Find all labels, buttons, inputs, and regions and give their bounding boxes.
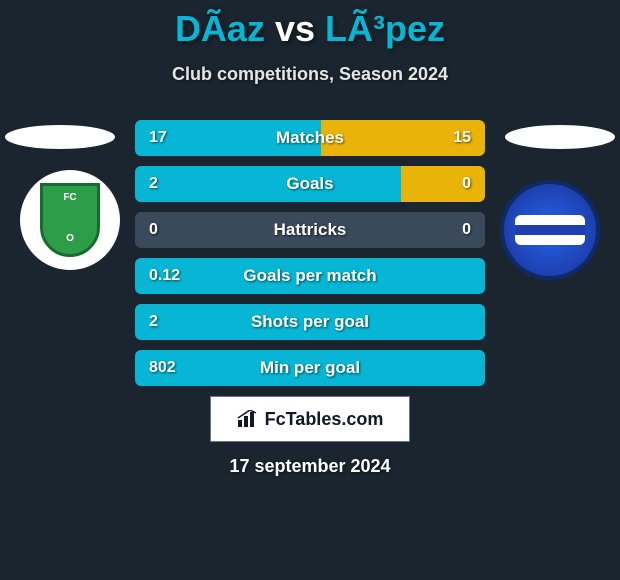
comparison-title: DÃ­az vs LÃ³pez [0,0,620,50]
club-badge-left [20,170,120,270]
stat-label: Matches [135,120,485,156]
stat-row: 1715Matches [135,120,485,156]
player2-avatar-placeholder [505,125,615,149]
subtitle: Club competitions, Season 2024 [0,64,620,85]
stat-row: 2Shots per goal [135,304,485,340]
brand-chart-icon [237,410,259,428]
club-shield-left [40,183,100,257]
player1-name: DÃ­az [175,8,265,49]
stat-label: Min per goal [135,350,485,386]
club-shield-right [515,215,585,245]
stat-row: 20Goals [135,166,485,202]
stat-row: 00Hattricks [135,212,485,248]
stat-row: 802Min per goal [135,350,485,386]
stat-row: 0.12Goals per match [135,258,485,294]
stat-label: Shots per goal [135,304,485,340]
stat-label: Goals per match [135,258,485,294]
date-line: 17 september 2024 [0,456,620,477]
vs-text: vs [275,8,315,49]
brand-watermark: FcTables.com [210,396,410,442]
player1-avatar-placeholder [5,125,115,149]
stat-label: Goals [135,166,485,202]
stats-container: 1715Matches 20Goals 00Hattricks 0.12Goals p… [135,120,485,396]
club-badge-right [500,180,600,280]
brand-text: FcTables.com [265,409,384,430]
stat-label: Hattricks [135,212,485,248]
player2-name: LÃ³pez [325,8,445,49]
